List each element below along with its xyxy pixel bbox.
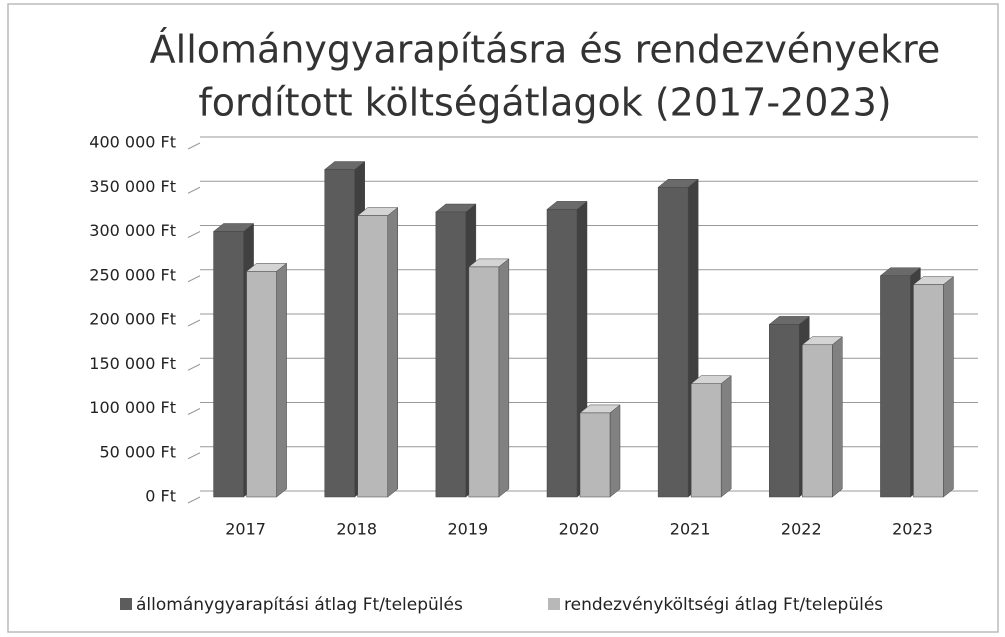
x-tick-label: 2019 (447, 520, 488, 539)
grid-line (187, 275, 201, 283)
bar-side (832, 336, 843, 498)
bar (880, 275, 911, 498)
legend-label: rendezvényköltségi átlag Ft/település (564, 595, 883, 615)
bar (579, 412, 611, 498)
y-tick-label: 200 000 Ft (89, 310, 176, 329)
bar-side (943, 276, 954, 498)
bar (324, 169, 355, 498)
grid-line (187, 496, 201, 504)
bar (657, 187, 689, 498)
chart-title: Állománygyarapításra és rendezvényekre (150, 28, 941, 72)
x-tick-label: 2021 (670, 520, 711, 539)
grid-line (187, 231, 201, 238)
x-tick-label: 2020 (559, 520, 600, 539)
x-tick-label: 2022 (781, 520, 822, 539)
bar (213, 231, 244, 498)
bar (246, 271, 277, 498)
bar (357, 215, 388, 498)
bar (690, 383, 722, 498)
y-tick-label: 300 000 Ft (89, 221, 176, 240)
bar (802, 344, 833, 498)
bar (468, 266, 500, 498)
bar-side (498, 258, 510, 498)
legend-swatch (548, 598, 560, 610)
bar (435, 211, 467, 498)
grid-line (187, 319, 201, 327)
y-tick-label: 100 000 Ft (89, 398, 176, 417)
bar (546, 209, 578, 498)
y-tick-label: 250 000 Ft (89, 265, 176, 284)
legend-label: állománygyarapítási átlag Ft/település (136, 595, 463, 615)
bar (769, 324, 800, 498)
grid-line (187, 408, 201, 415)
y-tick-label: 350 000 Ft (89, 177, 176, 196)
bar-side (720, 375, 732, 498)
x-tick-label: 2017 (225, 520, 266, 539)
bar (913, 284, 944, 498)
y-tick-label: 150 000 Ft (89, 354, 176, 373)
grid-line (187, 186, 201, 194)
y-tick-label: 0 Ft (145, 487, 176, 506)
y-tick-label: 400 000 Ft (89, 133, 176, 152)
y-tick-label: 50 000 Ft (99, 442, 176, 461)
bar-side (387, 207, 398, 498)
bar-side (609, 404, 621, 498)
grid-line (187, 142, 201, 150)
x-tick-label: 2018 (336, 520, 377, 539)
bar-side (276, 262, 287, 498)
grid-line (187, 363, 201, 371)
grid-line (187, 452, 201, 460)
x-tick-label: 2023 (892, 520, 933, 539)
chart-title: fordított költségátlagok (2017-2023) (198, 81, 891, 125)
legend-swatch (120, 598, 132, 610)
